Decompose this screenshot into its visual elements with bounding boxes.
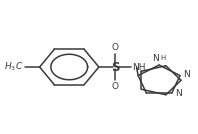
Text: NH: NH (132, 62, 146, 72)
Text: N: N (152, 54, 159, 63)
Text: O: O (112, 43, 119, 52)
Text: O: O (112, 82, 119, 91)
Text: S: S (111, 60, 119, 74)
Text: N: N (175, 89, 182, 98)
Text: H: H (160, 55, 165, 61)
Text: N: N (183, 70, 190, 79)
Text: $H_3C$: $H_3C$ (4, 61, 23, 73)
